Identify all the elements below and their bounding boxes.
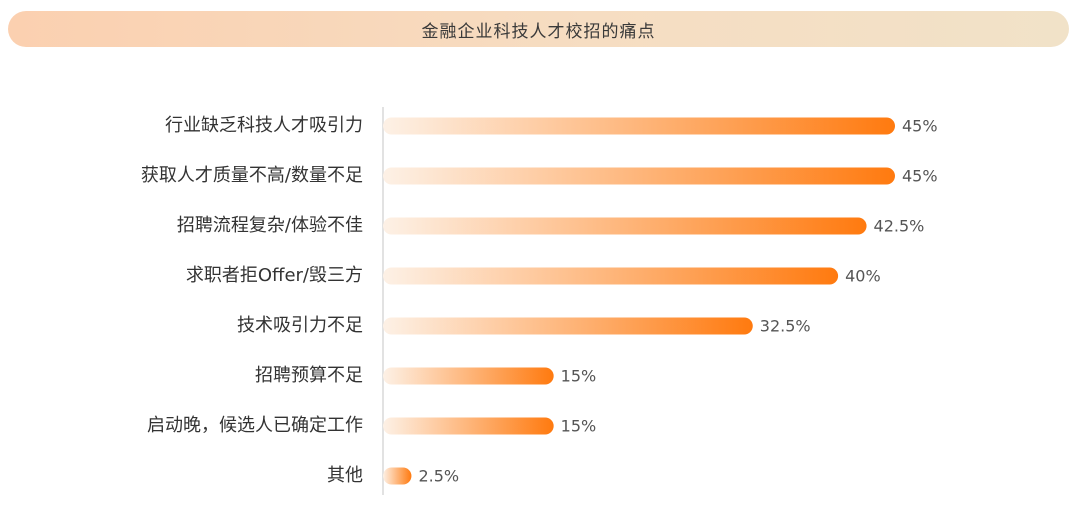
category-label: 行业缺乏科技人才吸引力 [165, 115, 363, 136]
bar [383, 317, 753, 335]
bar [383, 367, 554, 385]
category-label: 其他 [327, 465, 363, 486]
value-label: 42.5% [874, 217, 925, 236]
category-label: 求职者拒Offer/毁三方 [186, 265, 363, 286]
category-label: 技术吸引力不足 [237, 315, 363, 336]
bar [383, 417, 554, 435]
bar [383, 167, 895, 185]
value-label: 45% [902, 117, 938, 136]
value-label: 2.5% [418, 467, 459, 486]
value-label: 32.5% [760, 317, 811, 336]
value-label: 40% [845, 267, 881, 286]
chart-title: 金融企业科技人才校招的痛点 [421, 21, 656, 42]
category-label: 启动晚，候选人已确定工作 [147, 415, 363, 436]
bar [383, 267, 839, 285]
bar [383, 217, 867, 235]
category-label: 招聘预算不足 [255, 365, 363, 386]
value-label: 45% [902, 167, 938, 186]
chart-title-bar: 金融企业科技人才校招的痛点 [8, 11, 1069, 47]
value-label: 15% [561, 367, 597, 386]
bar [383, 467, 412, 485]
bar [383, 117, 895, 135]
value-label: 15% [561, 417, 597, 436]
category-label: 招聘流程复杂/体验不佳 [177, 215, 363, 236]
category-label: 获取人才质量不高/数量不足 [141, 165, 363, 186]
